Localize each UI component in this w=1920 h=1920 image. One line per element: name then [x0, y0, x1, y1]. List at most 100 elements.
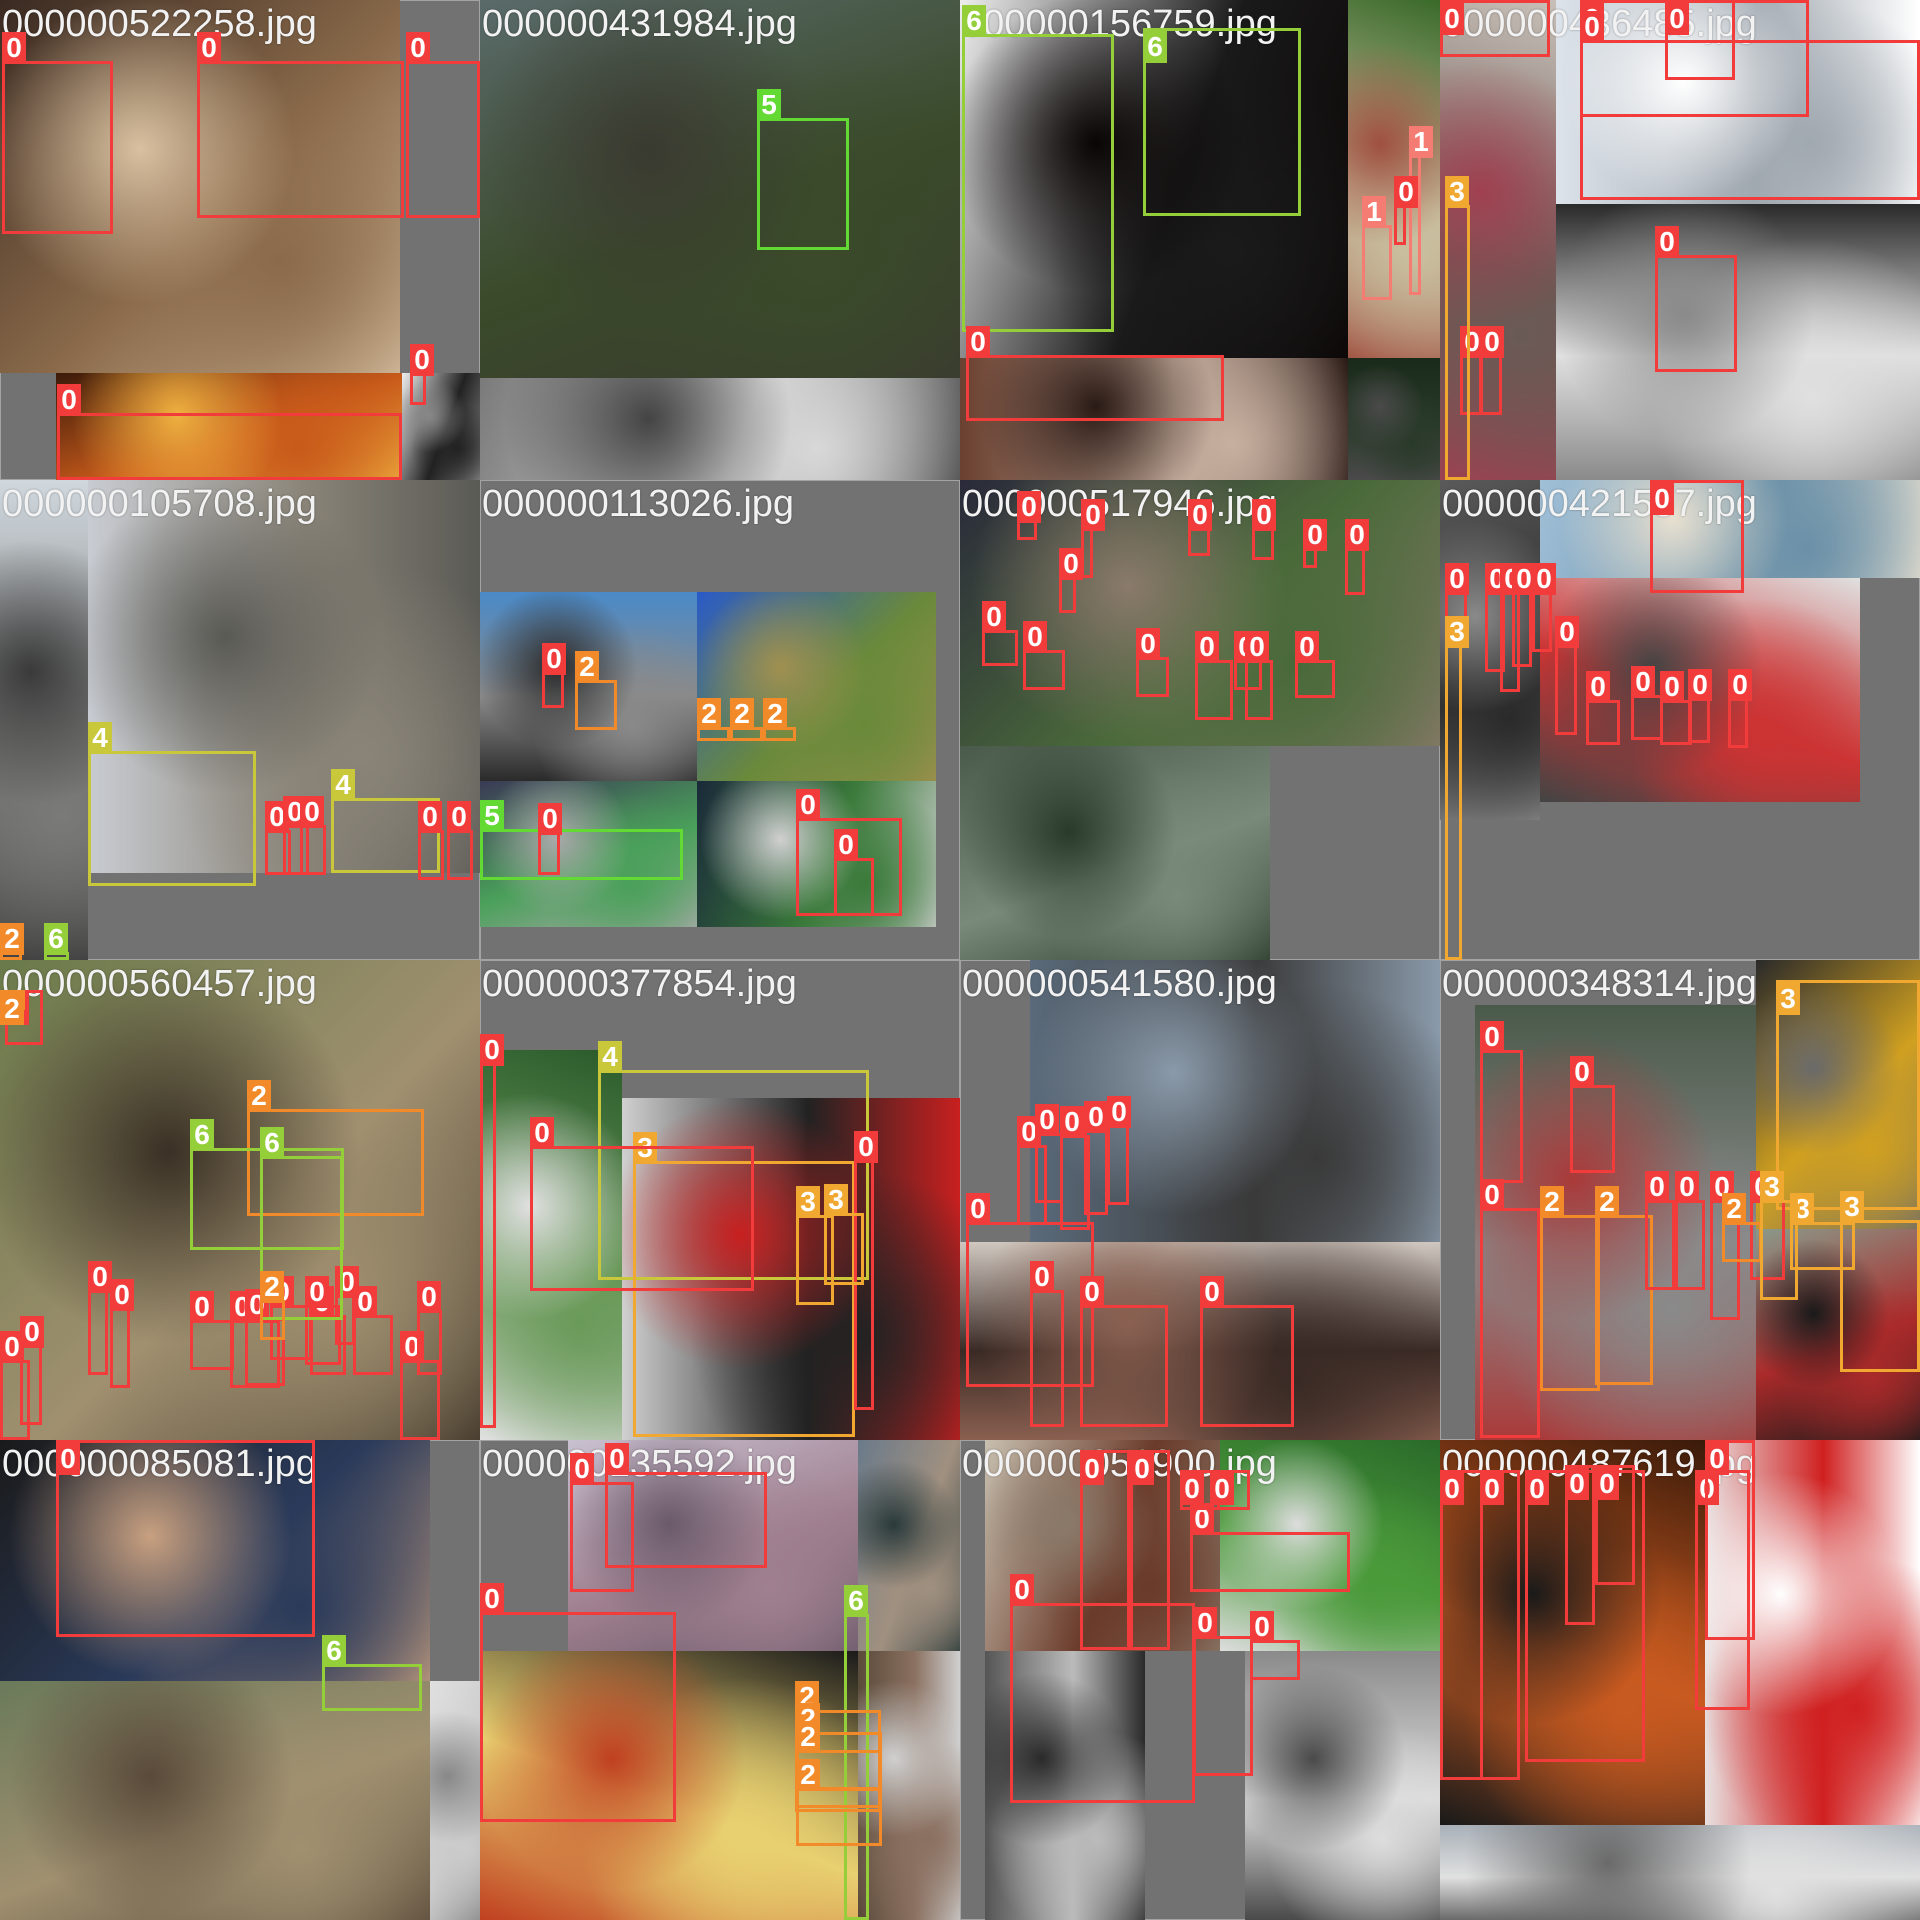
class-label-tag: 3 [1760, 1171, 1784, 1203]
class-label-tag: 0 [1084, 1101, 1108, 1133]
class-label-tag: 5 [480, 800, 504, 832]
mosaic-tile: 000000113026.jpg 2 0 2 2 2 5 0 0 0 [480, 480, 960, 960]
bounding-box: 2 [697, 698, 730, 741]
class-label-tag: 0 [605, 1443, 629, 1475]
class-label-tag: 0 [1303, 519, 1327, 551]
mosaic-photo [0, 1681, 430, 1920]
class-label-tag: 0 [1570, 1056, 1594, 1088]
image-filename-label: 000000431984.jpg [482, 3, 797, 45]
bounding-box: 0 [1059, 548, 1083, 613]
class-label-tag: 0 [417, 1281, 441, 1313]
mosaic-photo [1440, 0, 1556, 480]
class-label-tag: 3 [824, 1184, 848, 1216]
class-label-tag: 0 [570, 1453, 594, 1485]
bounding-box: 0 [1705, 1440, 1755, 1640]
mosaic-photo [1705, 1440, 1920, 1825]
class-label-tag: 0 [1394, 176, 1418, 208]
bounding-box: 0 [834, 829, 874, 916]
bounding-box: 3 [1445, 176, 1470, 480]
bounding-box: 3 [1790, 1193, 1855, 1270]
bounding-box: 0 [406, 32, 480, 218]
bounding-box: 2 [0, 923, 24, 960]
bounding-box: 0 [966, 326, 1224, 421]
class-label-tag: 0 [1480, 1179, 1504, 1211]
mosaic-tile: 000000522258.jpg 0 0 0 0 0 [0, 0, 480, 480]
class-label-tag: 6 [190, 1119, 214, 1151]
bounding-box: 0 [1480, 1021, 1523, 1183]
class-label-tag: 1 [1409, 126, 1433, 158]
class-label-tag: 0 [1645, 1171, 1669, 1203]
class-label-tag: 0 [197, 32, 221, 64]
bounding-box: 0 [480, 1034, 504, 1428]
class-label-tag: 4 [598, 1041, 622, 1073]
image-filename-label: 000000348314.jpg [1442, 963, 1757, 1005]
bounding-box: 0 [1245, 631, 1273, 720]
bounding-box: 0 [447, 801, 473, 880]
bounding-box: 0 [2, 32, 113, 234]
bounding-box: 0 [1250, 1611, 1300, 1680]
bounding-box: 0 [1200, 1276, 1294, 1427]
bounding-box: 0 [1655, 226, 1737, 372]
mosaic-photo [1440, 1825, 1920, 1920]
class-label-tag: 0 [190, 1291, 214, 1323]
bounding-box: 3 [796, 1186, 834, 1305]
bounding-box: 6 [1143, 28, 1301, 216]
class-label-tag: 0 [1675, 1171, 1699, 1203]
class-label-tag: 0 [1440, 3, 1464, 35]
class-label-tag: 0 [796, 789, 820, 821]
class-label-tag: 0 [1010, 1574, 1034, 1606]
bounding-box: 0 [1440, 0, 1550, 57]
bounding-box: 0 [1650, 480, 1744, 593]
bounding-box: 0 [530, 1117, 754, 1291]
mosaic-photo [480, 0, 960, 378]
bounding-box: 2 [1595, 1186, 1653, 1385]
class-label-tag: 6 [1143, 31, 1167, 63]
bounding-box: 0 [1295, 631, 1335, 698]
image-filename-label: 000000113026.jpg [482, 483, 795, 525]
class-label-tag: 0 [1023, 621, 1047, 653]
bounding-box: 0 [20, 1316, 44, 1425]
class-label-tag: 3 [1445, 176, 1469, 208]
mosaic-tile: 000000348314.jpg00302200003323 [1440, 960, 1920, 1440]
mosaic-tile: 000000541580.jpg 0 0 0 0 0 0 0 0 0 [960, 960, 1440, 1440]
class-label-tag: 0 [418, 801, 442, 833]
class-label-tag: 0 [1081, 499, 1105, 531]
image-filename-label: 000000135592.jpg [482, 1443, 797, 1485]
bounding-box: 0 [1060, 1106, 1090, 1230]
class-label-tag: 0 [1440, 1473, 1464, 1505]
class-label-tag: 2 [260, 1271, 284, 1303]
class-label-tag: 0 [1059, 548, 1083, 580]
mosaic-tile: 000000156759.jpg 6 6 1 1 0 0 [960, 0, 1440, 480]
class-label-tag: 0 [1136, 628, 1160, 660]
class-label-tag: 0 [834, 829, 858, 861]
bounding-box: 0 [982, 601, 1018, 666]
bounding-box: 4 [331, 769, 440, 873]
class-label-tag: 0 [966, 1193, 990, 1225]
class-label-tag: 0 [480, 1034, 504, 1066]
bounding-box: 2 [796, 1759, 882, 1846]
bounding-box: 0 [1512, 563, 1536, 667]
class-label-tag: 2 [1540, 1186, 1564, 1218]
class-label-tag: 0 [110, 1279, 134, 1311]
bounding-box: 0 [1081, 499, 1105, 578]
class-label-tag: 0 [1595, 1468, 1619, 1500]
mosaic-photo [1348, 358, 1440, 480]
bounding-box: 2 [763, 698, 796, 741]
bounding-box: 2 [1540, 1186, 1600, 1391]
image-filename-label: 000000377854.jpg [482, 963, 797, 1005]
class-label-tag: 0 [1655, 226, 1679, 258]
class-label-tag: 0 [1130, 1453, 1154, 1485]
mosaic-tile: 000000436485.jpg00000003 [1440, 0, 1920, 480]
bounding-box: 5 [757, 89, 849, 250]
bounding-box: 0 [538, 803, 562, 875]
bounding-box: 0 [1252, 499, 1276, 560]
class-label-tag: 0 [1295, 631, 1319, 663]
bounding-box: 0 [1570, 1056, 1615, 1173]
bounding-box: 4 [598, 1041, 869, 1280]
bounding-box: 0 [1688, 669, 1712, 743]
bounding-box: 0 [1010, 1574, 1195, 1803]
mosaic-photo [480, 781, 697, 927]
class-label-tag: 6 [962, 5, 986, 37]
bounding-box: 1 [1409, 126, 1433, 295]
